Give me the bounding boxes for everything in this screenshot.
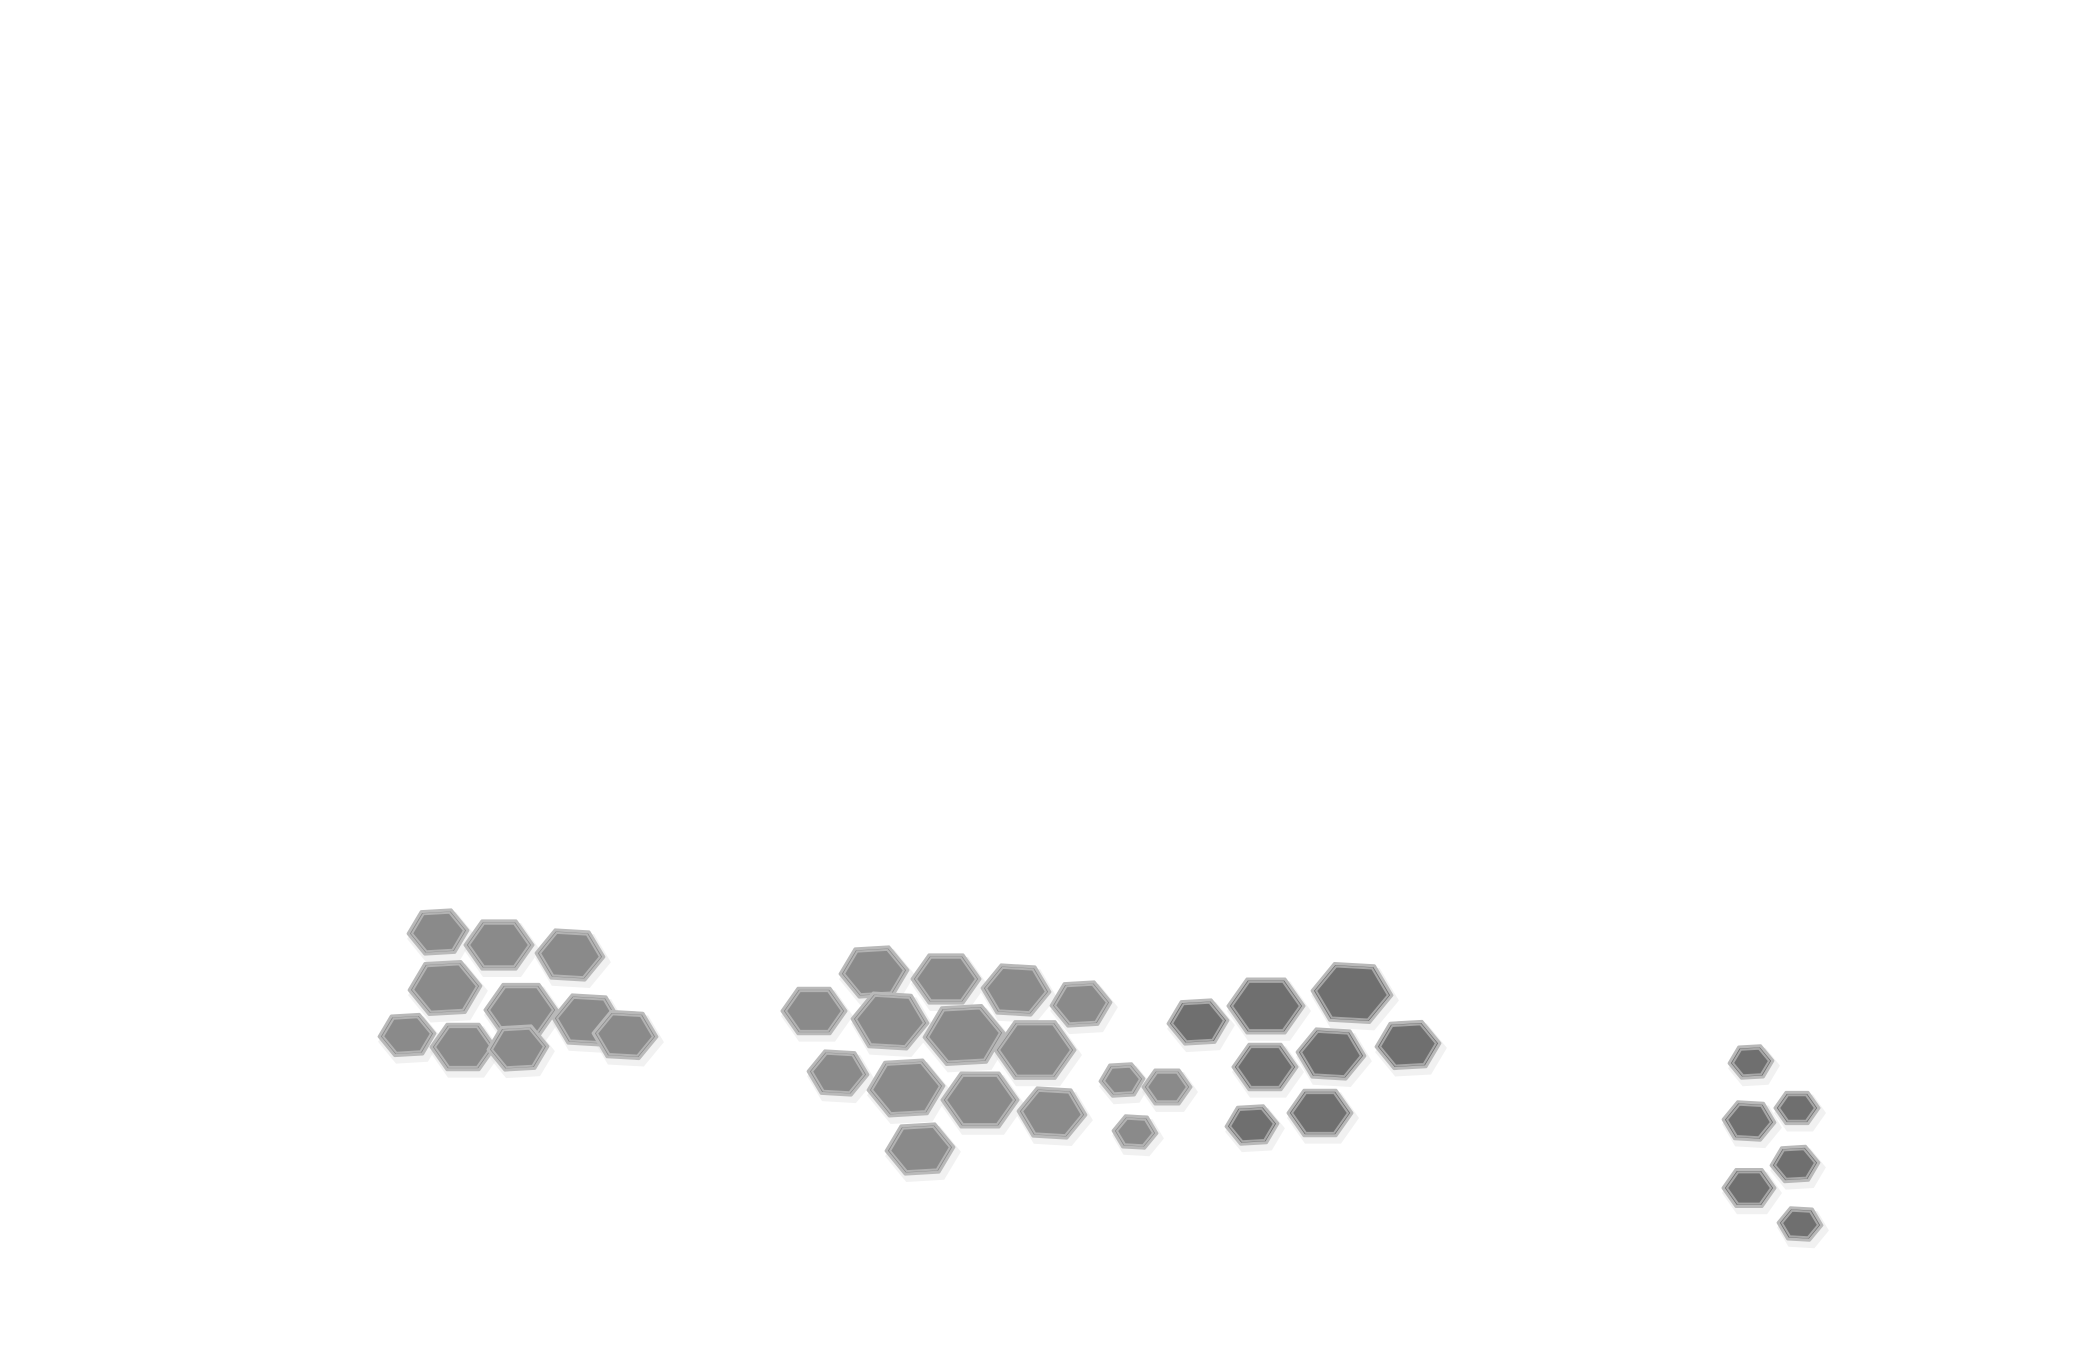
- hex-tile-bevel: [1773, 1148, 1817, 1180]
- hex-tile: [884, 1122, 956, 1176]
- hex-tile-bevel: [433, 1026, 493, 1068]
- hex-tile: [850, 991, 930, 1051]
- hex-tile: [866, 1058, 946, 1118]
- hex-tile-bevel: [1053, 983, 1109, 1025]
- hex-tile-bevel: [1115, 1117, 1155, 1147]
- hex-tile: [993, 1020, 1077, 1080]
- hex-tile-bevel: [1731, 1047, 1771, 1077]
- hex-tile-bevel: [1020, 1089, 1084, 1137]
- hex-tile: [1141, 1068, 1193, 1106]
- hex-tile: [1727, 1044, 1775, 1080]
- hex-tile-bevel: [1235, 1046, 1295, 1088]
- hex-tile: [1769, 1144, 1821, 1184]
- hex-tile: [1111, 1114, 1159, 1150]
- hex-tile-bevel: [381, 1016, 433, 1054]
- hex-tile: [486, 1024, 550, 1072]
- hex-tile-bevel: [467, 922, 531, 968]
- hex-tile: [591, 1009, 659, 1061]
- hex-tile-bevel: [784, 990, 844, 1032]
- hex-tile: [1721, 1100, 1777, 1142]
- hex-tile: [1226, 977, 1306, 1035]
- hex-tile-bevel: [1378, 1023, 1438, 1067]
- hex-tile-bevel: [1170, 1001, 1226, 1043]
- hex-tile: [1016, 1086, 1088, 1140]
- hex-tile: [1374, 1019, 1442, 1071]
- hex-tile: [1721, 1168, 1777, 1208]
- hex-tile-bevel: [1290, 1092, 1350, 1134]
- hex-cluster-5: [1721, 1044, 1824, 1242]
- hex-tile: [406, 908, 470, 956]
- hex-tile: [780, 986, 848, 1036]
- hex-tile: [922, 1004, 1006, 1066]
- hex-cluster-2: [780, 945, 1113, 1176]
- hex-tile-bevel: [1780, 1209, 1820, 1239]
- hex-tile-bevel: [490, 1027, 546, 1069]
- hex-tile: [940, 1071, 1020, 1129]
- hex-tile: [1098, 1062, 1146, 1098]
- hex-tile-bevel: [944, 1074, 1016, 1126]
- hex-tile-bevel: [842, 948, 906, 996]
- hex-cluster-1: [377, 908, 659, 1072]
- hex-tile: [1295, 1027, 1367, 1081]
- hex-tile: [1773, 1090, 1821, 1126]
- hex-cluster-4: [1166, 962, 1442, 1146]
- hex-tile: [1286, 1088, 1354, 1138]
- hex-tile: [407, 960, 483, 1016]
- hex-tile-bevel: [1725, 1171, 1773, 1205]
- hex-tile-bevel: [1228, 1107, 1276, 1143]
- hex-tile-bevel: [538, 931, 602, 979]
- hex-tile: [429, 1022, 497, 1072]
- hex-tile-bevel: [1725, 1103, 1773, 1139]
- hex-tile: [1310, 962, 1394, 1024]
- hex-tile-bevel: [1145, 1071, 1189, 1103]
- hex-tile: [806, 1049, 870, 1097]
- hex-tile-bevel: [1102, 1065, 1142, 1095]
- hex-tile: [534, 928, 606, 982]
- hex-tile: [980, 963, 1052, 1017]
- hex-tile: [1224, 1104, 1280, 1146]
- hex-tile-bevel: [1314, 965, 1390, 1021]
- hex-tile: [463, 919, 535, 971]
- hex-tile-bevel: [810, 1052, 866, 1094]
- hex-tile-bevel: [984, 966, 1048, 1014]
- hex-tile: [377, 1012, 437, 1058]
- hex-tile-bevel: [888, 1125, 952, 1173]
- hex-tile-bevel: [1230, 980, 1302, 1032]
- hex-tile-bevel: [870, 1061, 942, 1115]
- hex-tile-bevel: [1299, 1030, 1363, 1078]
- hex-tile: [1231, 1042, 1299, 1092]
- hex-cluster-3: [1098, 1062, 1193, 1150]
- hex-tile: [1776, 1206, 1824, 1242]
- hex-tile-bevel: [854, 994, 926, 1048]
- hex-tile: [1049, 980, 1113, 1028]
- hex-tile-bevel: [1777, 1094, 1817, 1122]
- hex-tile-bevel: [914, 956, 978, 1002]
- hex-tile-bevel: [997, 1023, 1073, 1077]
- hex-tile: [910, 953, 982, 1005]
- hex-tile-bevel: [926, 1007, 1002, 1063]
- hex-tile-bevel: [410, 911, 466, 953]
- hex-tile-bevel: [411, 963, 479, 1013]
- hex-tile-bevel: [595, 1013, 655, 1057]
- hex-tile: [1166, 998, 1230, 1046]
